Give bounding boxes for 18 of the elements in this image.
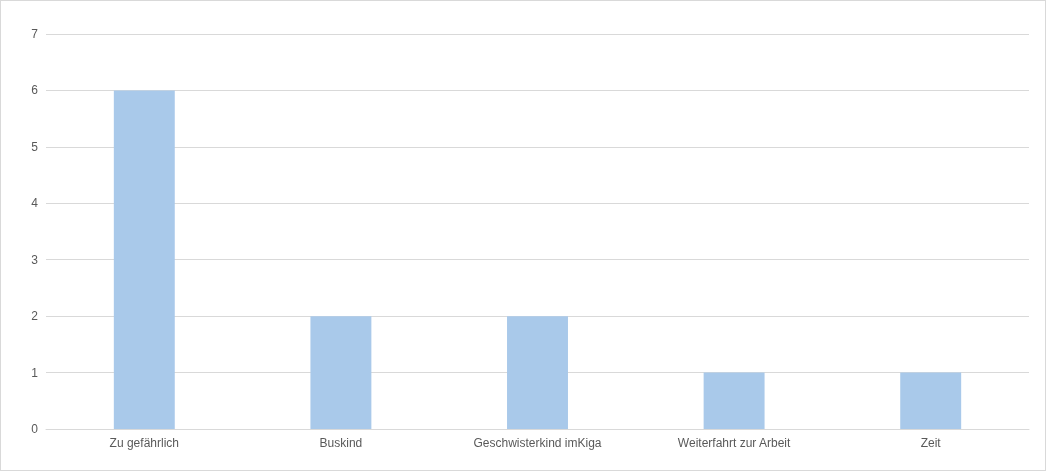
y-tick-label: 7 <box>31 27 39 41</box>
bar <box>310 316 372 429</box>
x-tick-label: Zu gefährlich <box>109 436 179 450</box>
bar <box>703 372 765 429</box>
y-tick-label: 5 <box>31 139 39 154</box>
x-tick-label: Weiterfahrt zur Arbeit <box>677 436 791 450</box>
x-tick-label: Buskind <box>319 436 363 450</box>
y-tick-label: 6 <box>31 83 39 98</box>
bar <box>900 372 962 429</box>
x-tick-label: Zeit <box>920 436 942 450</box>
y-tick-label: 4 <box>31 196 39 211</box>
bar <box>113 90 175 429</box>
bar <box>507 316 568 429</box>
y-tick-label: 2 <box>31 309 39 324</box>
y-tick-label: 3 <box>31 252 39 267</box>
y-tick-label: 1 <box>31 365 39 380</box>
x-tick-label: Geschwisterkind imKiga <box>473 436 602 450</box>
y-tick-label: 0 <box>31 422 39 436</box>
